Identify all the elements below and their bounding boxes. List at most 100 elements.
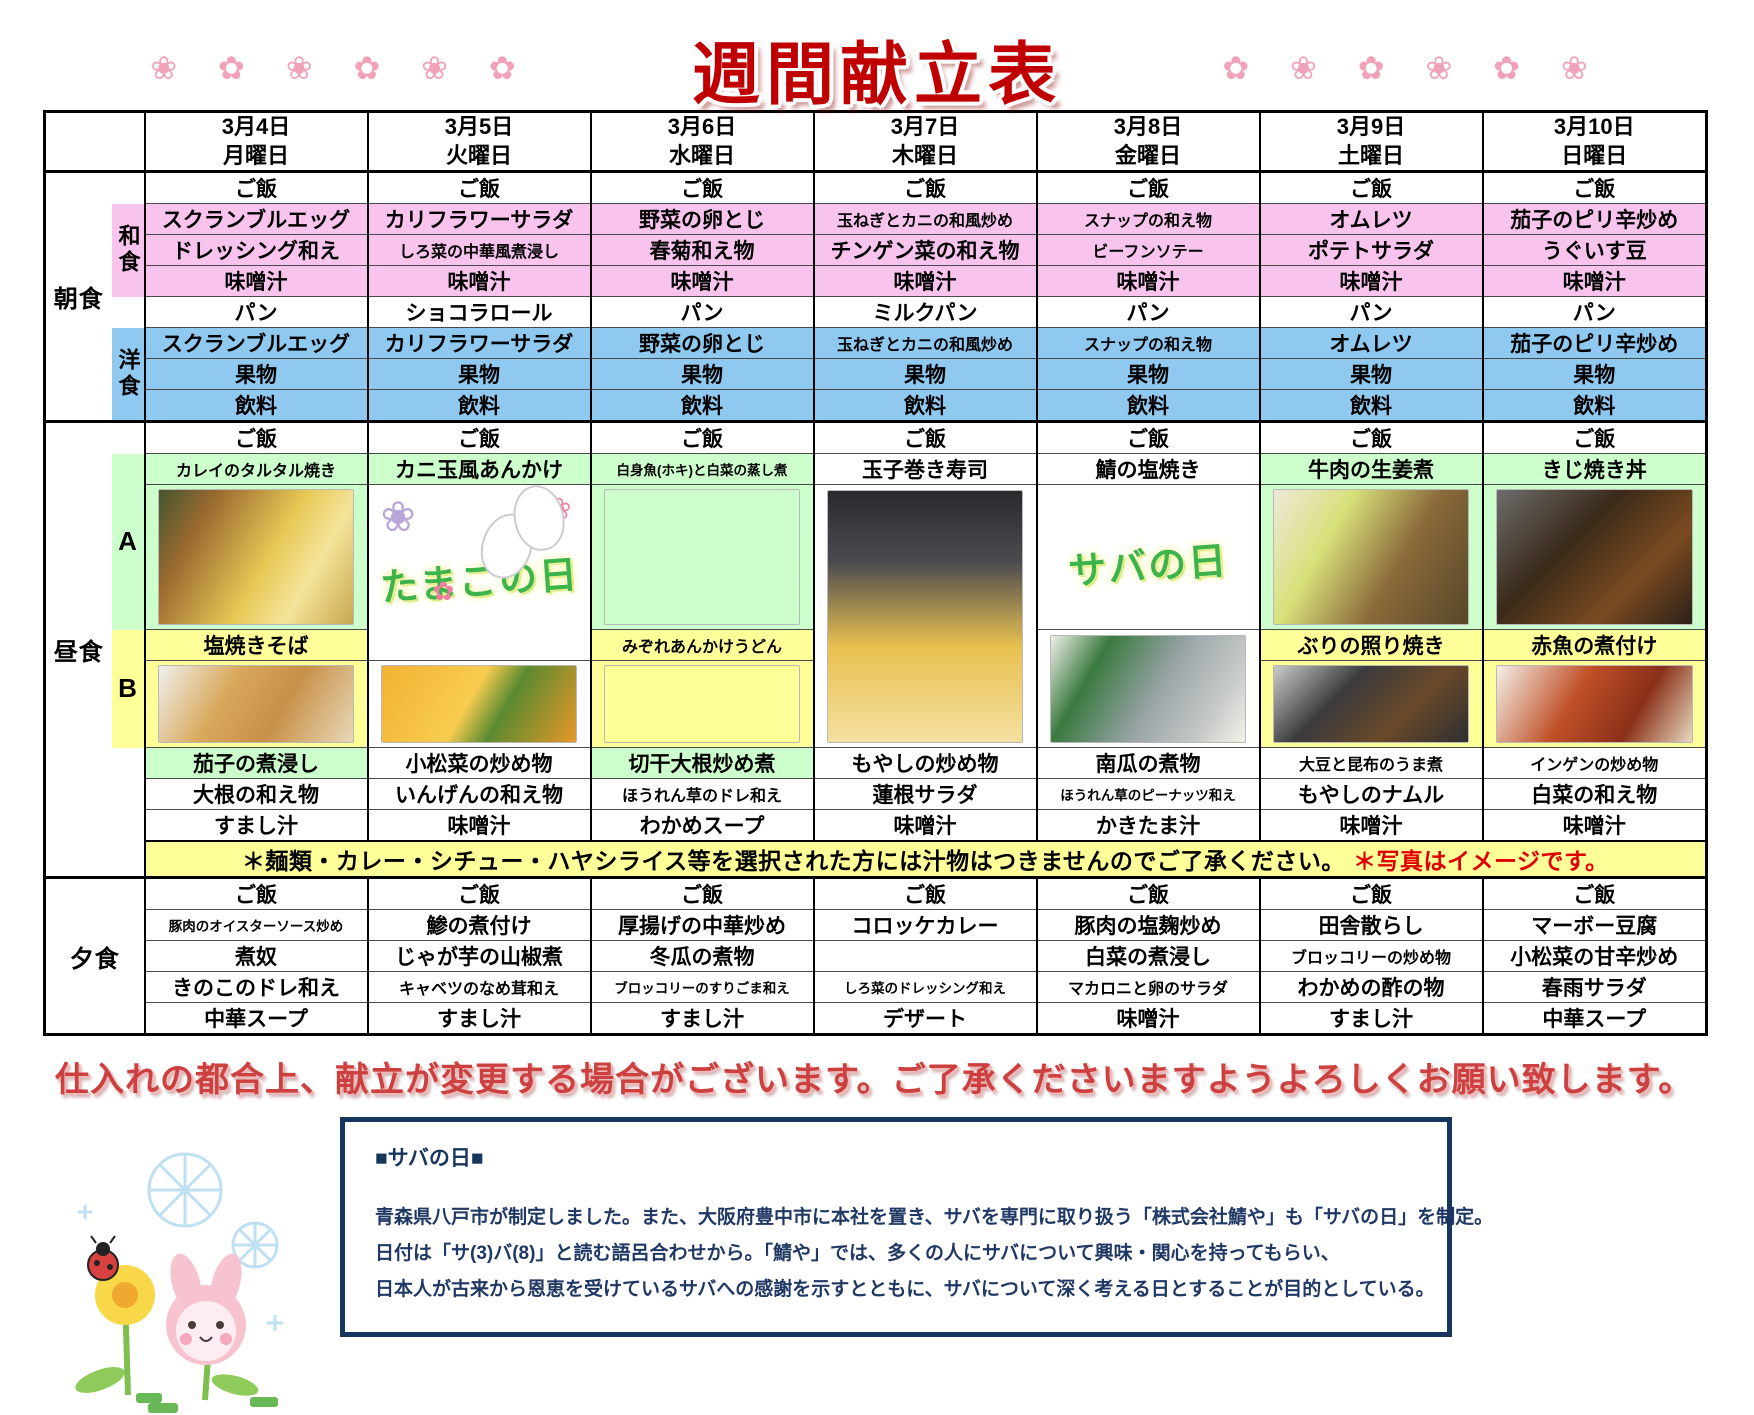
menu-cell: 白身魚(ホキ)と白菜の蒸し煮 xyxy=(589,453,815,486)
menu-cell: 赤魚の煮付け xyxy=(1481,629,1708,662)
photo-cell xyxy=(812,484,1038,749)
photo-cell xyxy=(366,660,592,749)
menu-cell: パン xyxy=(143,296,369,329)
menu-table: 3月4日 月曜日 3月5日 火曜日 3月6日 水曜日 3月7日 木曜日 3月8日 金曜日 … xyxy=(43,110,1708,1037)
tamago-day-banner: たまごの日 xyxy=(378,554,580,611)
spacer-cell xyxy=(111,841,145,878)
menu-cell: 塩焼きそば xyxy=(143,629,369,662)
menu-cell: ご飯 xyxy=(812,170,1038,205)
tamago-day-cell: たまごの日 ❀ ❀ ✿ xyxy=(366,484,592,662)
saba-day-banner: サバの日 xyxy=(1067,540,1230,594)
photo-cell xyxy=(589,660,815,749)
photo-cell xyxy=(1481,484,1708,631)
meal-label-breakfast: 朝食 xyxy=(44,170,112,422)
menu-cell: 果物 xyxy=(812,358,1038,391)
menu-cell: ミルクパン xyxy=(812,296,1038,329)
menu-cell: 味噌汁 xyxy=(366,265,592,298)
photo-cell xyxy=(143,484,369,631)
page-title: 週間献立表 xyxy=(692,36,1063,113)
menu-cell: ご飯 xyxy=(1035,876,1261,911)
menu-cell: 飲料 xyxy=(589,389,815,423)
menu-cell: ご飯 xyxy=(812,876,1038,911)
menu-cell: 春雨サラダ xyxy=(1481,971,1708,1004)
menu-cell: ご飯 xyxy=(143,420,369,455)
menu-cell: 春菊和え物 xyxy=(589,234,815,267)
menu-cell: 南瓜の煮物 xyxy=(1035,747,1261,780)
menu-cell: パン xyxy=(1481,296,1708,329)
day-date: 3月10日 xyxy=(1553,114,1635,139)
photo-cell xyxy=(1481,660,1708,749)
food-photo-akauo-nitsuke xyxy=(1495,665,1693,744)
day-header: 3月4日 月曜日 xyxy=(143,110,369,173)
menu-cell: 味噌汁 xyxy=(1481,265,1708,298)
day-date: 3月5日 xyxy=(444,114,514,139)
day-date: 3月8日 xyxy=(1113,114,1183,139)
menu-cell: ご飯 xyxy=(1258,170,1484,205)
infobox-line: 青森県八戸市が制定しました。また、大阪府豊中市に本社を置き、サバを専門に取り扱う… xyxy=(375,1207,1494,1229)
menu-cell: 味噌汁 xyxy=(1258,265,1484,298)
meal-label-dinner: 夕食 xyxy=(44,876,145,1035)
infobox-title: ■サバの日■ xyxy=(375,1147,484,1171)
day-header: 3月10日日曜日 xyxy=(1481,110,1708,173)
washoku-label: 和食 xyxy=(111,203,145,297)
menu-cell: カニ玉風あんかけ xyxy=(366,453,592,486)
menu-cell: 鯖の塩焼き xyxy=(1035,453,1261,486)
corner-cell xyxy=(44,111,145,173)
day-weekday: 月曜日 xyxy=(222,142,289,168)
menu-cell: パン xyxy=(1258,296,1484,329)
menu-cell: ビーフンソテー xyxy=(1035,234,1261,267)
menu-cell: 小松菜の甘辛炒め xyxy=(1481,940,1708,973)
menu-cell: カレイのタルタル焼き xyxy=(143,453,369,486)
menu-cell: ポテトサラダ xyxy=(1258,234,1484,267)
menu-cell: 玉ねぎとカニの和風炒め xyxy=(812,203,1038,236)
menu-cell xyxy=(812,940,1038,973)
food-photo-buri-teriyaki xyxy=(1272,665,1470,744)
menu-cell: 飲料 xyxy=(1481,389,1708,423)
menu-cell: ご飯 xyxy=(812,420,1038,455)
menu-cell: ご飯 xyxy=(366,420,592,455)
food-photo-egg-sushi-roll xyxy=(826,489,1024,743)
menu-cell: 厚揚げの中華炒め xyxy=(589,909,815,942)
menu-cell: カリフラワーサラダ xyxy=(366,203,592,236)
saba-day-cell: サバの日 xyxy=(1035,484,1261,631)
menu-cell: 味噌汁 xyxy=(812,809,1038,842)
menu-cell: ご飯 xyxy=(366,170,592,205)
menu-cell: スナップの和え物 xyxy=(1035,203,1261,236)
day-header: 3月5日 火曜日 xyxy=(366,110,592,173)
spacer-cell xyxy=(111,747,145,779)
menu-cell: 小松菜の炒め物 xyxy=(366,747,592,780)
food-photo-kanitama xyxy=(380,665,578,744)
lunch-b-label: B xyxy=(111,629,145,748)
note-photo-disclaimer: ＊写真はイメージです。 xyxy=(1352,848,1609,875)
food-photo-karei-tartar xyxy=(157,489,355,626)
photo-cell xyxy=(1258,660,1484,749)
menu-cell: うぐいす豆 xyxy=(1481,234,1708,267)
menu-cell: ご飯 xyxy=(1481,420,1708,455)
change-notice: 仕入れの都合上、献立が変更する場合がございます。ご了承くださいますようよろしくお… xyxy=(55,1061,1694,1100)
meal-label-lunch: 昼食 xyxy=(44,420,112,878)
day-header: 3月7日 木曜日 xyxy=(812,110,1038,173)
photo-cell xyxy=(1035,629,1261,749)
day-header: 3月8日金曜日 xyxy=(1035,110,1261,173)
menu-cell: デザート xyxy=(812,1002,1038,1036)
menu-cell: みぞれあんかけうどん xyxy=(589,629,815,662)
menu-cell: スクランブルエッグ xyxy=(143,327,369,360)
photo-cell xyxy=(1258,484,1484,631)
menu-cell: 果物 xyxy=(1258,358,1484,391)
menu-cell: 切干大根炒め煮 xyxy=(589,747,815,780)
menu-cell: コロッケカレー xyxy=(812,909,1038,942)
menu-cell: ほうれん草のピーナッツ和え xyxy=(1035,778,1261,811)
day-weekday: 金曜日 xyxy=(1114,142,1181,168)
day-weekday: 日曜日 xyxy=(1561,142,1628,168)
menu-cell: しろ菜の中華風煮浸し xyxy=(366,234,592,267)
menu-cell: ショコラロール xyxy=(366,296,592,329)
menu-cell: 煮奴 xyxy=(143,940,369,973)
day-weekday: 木曜日 xyxy=(891,142,958,168)
day-weekday: 土曜日 xyxy=(1337,142,1404,168)
menu-cell: 味噌汁 xyxy=(1035,1002,1261,1036)
menu-cell: 果物 xyxy=(589,358,815,391)
menu-cell: ブロッコリーのすりごま和え xyxy=(589,971,815,1004)
menu-cell: 玉ねぎとカニの和風炒め xyxy=(812,327,1038,360)
menu-cell: 中華スープ xyxy=(143,1002,369,1036)
day-header: 3月6日 水曜日 xyxy=(589,110,815,173)
